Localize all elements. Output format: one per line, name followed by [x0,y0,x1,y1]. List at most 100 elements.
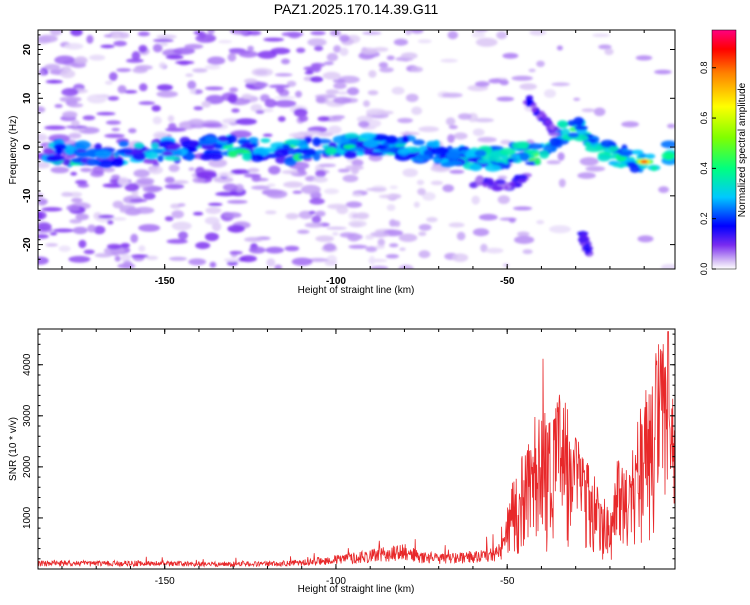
noise-blob [304,222,324,228]
noise-blob [201,100,211,108]
noise-blob [178,231,188,240]
snr-y-axis-label: SNR (10 * v/v) [8,417,19,481]
noise-blob [310,30,326,36]
noise-blob [288,31,301,39]
noise-blob [52,228,75,233]
noise-blob [148,165,163,175]
spectrogram-frame [37,29,676,270]
ridge-blob [242,152,252,161]
ridge-blob [237,139,251,144]
noise-blob [440,58,458,63]
ridge-blob [401,135,410,143]
noise-blob [389,243,399,248]
noise-blob [315,96,326,103]
noise-blob [68,255,91,263]
ridge-blob [460,149,467,155]
noise-blob [70,30,83,37]
noise-blob [397,117,413,124]
snr-x-tick-label: -100 [326,576,346,587]
ridge-blob [151,142,159,150]
colorbar-tick-label: 0.0 [699,263,709,276]
ridge-blob [217,135,230,142]
noise-blob [224,258,239,263]
noise-blob [187,80,197,90]
colorbar-tick-label: 0.4 [699,162,709,175]
spectrogram-y-tick-label: 10 [22,92,33,104]
ridge-blob [534,157,541,166]
noise-blob [126,58,144,63]
noise-blob [145,255,159,260]
ridge-blob [324,146,337,156]
snr-y-tick-label: 2000 [22,455,33,478]
ridge-blob [644,153,656,159]
ridge-blob [301,148,317,157]
noise-blob [307,258,329,262]
ridge-blob [312,137,321,147]
ridge-blob [285,139,301,146]
noise-blob [65,125,88,129]
noise-blob [448,222,465,228]
ridge-branch-blob [580,232,588,237]
chart-title: PAZ1.2025.170.14.39.G11 [274,1,439,17]
noise-blob [472,228,490,237]
noise-blob [77,183,90,188]
snr-y-tick-label: 4000 [22,353,33,376]
noise-blob [143,192,156,200]
noise-blob [54,104,63,108]
noise-blob [38,198,48,205]
noise-blob [472,128,485,137]
noise-blob [315,210,326,217]
noise-blob [188,118,205,125]
noise-blob [105,120,121,125]
ridge-branch-blob [526,100,532,107]
snr-x-tick-label: -150 [155,576,175,587]
noise-blob [114,255,121,262]
noise-blob [295,90,302,98]
noise-blob [138,245,146,252]
noise-blob [529,30,547,36]
ridge-blob [385,135,398,145]
noise-blob [38,212,43,220]
noise-blob [475,37,498,47]
noise-blob [103,246,125,256]
noise-blob [367,90,379,96]
noise-blob [508,217,516,223]
spectrogram-y-tick-label: 20 [22,44,33,56]
ridge-blob [157,155,164,162]
noise-blob [654,69,672,75]
noise-blob [288,132,305,138]
noise-blob [667,123,675,129]
noise-blob [204,232,219,242]
noise-blob [138,44,148,53]
spectrogram-noise-blobs [38,30,675,269]
noise-blob [218,40,233,44]
noise-blob [124,183,140,192]
noise-blob [398,233,418,242]
noise-blob [168,122,177,131]
noise-blob [120,253,131,263]
noise-blob [274,99,297,108]
noise-blob [328,125,342,135]
spectrogram-y-axis-label: Frequency (Hz) [8,116,19,185]
ridge-blob [111,158,125,167]
noise-blob [324,260,337,266]
noise-blob [393,38,408,46]
noise-blob [477,136,497,143]
noise-blob [235,118,257,125]
ridge-blob [81,159,88,164]
noise-blob [365,187,387,192]
noise-blob [311,63,322,73]
noise-blob [400,131,420,136]
noise-blob [658,186,669,194]
noise-blob [109,72,118,81]
noise-blob [229,50,251,55]
noise-blob [410,66,423,73]
ridge-blob [499,147,516,156]
spectrogram-x-tick-label: -50 [500,276,515,287]
noise-blob [135,65,153,70]
snr-panel: -150 -100 -50 1000 2000 3000 4000 Height of st… [8,328,676,595]
ridge-blob [469,163,483,172]
ridge-blob [660,140,675,149]
